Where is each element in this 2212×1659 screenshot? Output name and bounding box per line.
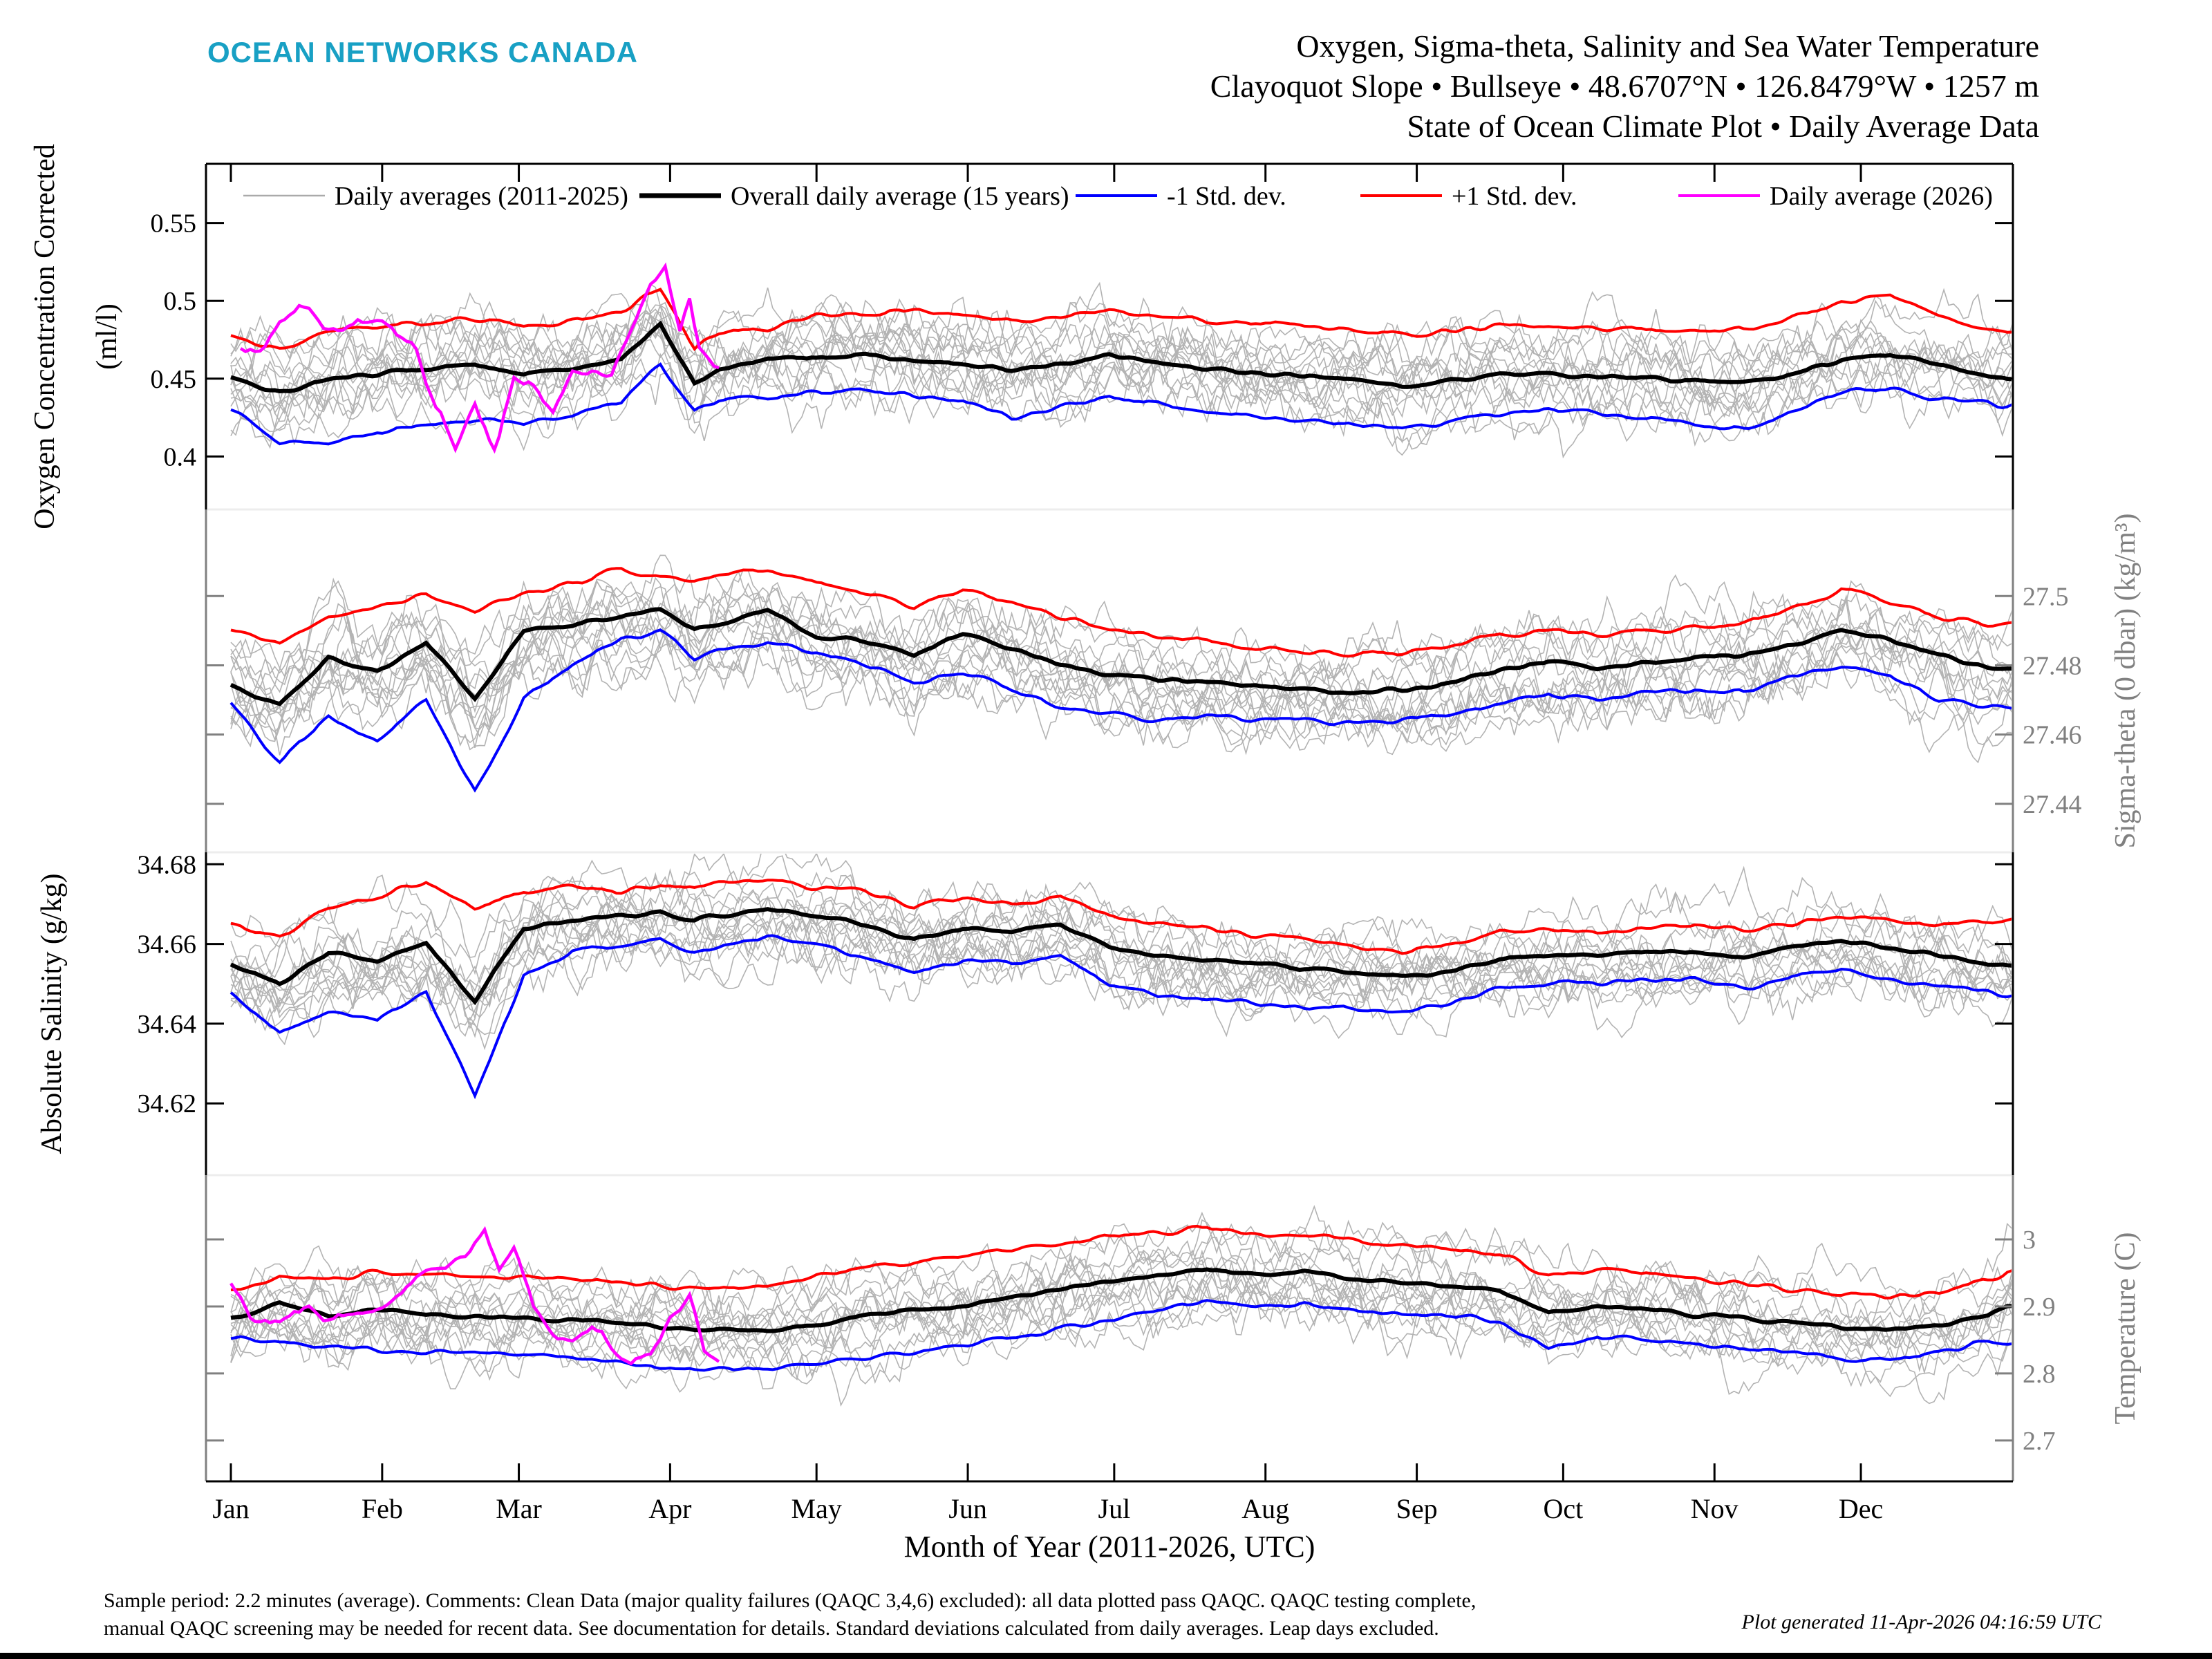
series-yearly-salinity bbox=[230, 899, 2012, 1011]
series-yearly-temperature bbox=[230, 1235, 2012, 1350]
title-line-1: Oxygen, Sigma-theta, Salinity and Sea Wa… bbox=[1296, 28, 2039, 64]
plot-title: Oxygen, Sigma-theta, Salinity and Sea Wa… bbox=[1210, 26, 2039, 147]
y-tick-label-temperature: 2.7 bbox=[2023, 1427, 2056, 1456]
panel-temperature bbox=[229, 1205, 2012, 1407]
axis-label-sigma-theta: Sigma-theta (0 dbar) (kg/m³) bbox=[2110, 514, 2141, 849]
footer-line-2: manual QAQC screening may be needed for … bbox=[104, 1617, 1439, 1640]
series-yearly-sigma-theta bbox=[230, 594, 2012, 756]
month-label: Jun bbox=[948, 1493, 987, 1524]
y-tick-label-oxygen: 0.5 bbox=[164, 287, 197, 316]
y-tick-label-sigma-theta: 27.48 bbox=[2023, 651, 2082, 680]
legend-label: -1 Std. dev. bbox=[1167, 182, 1286, 211]
series-yearly-temperature bbox=[230, 1219, 2012, 1346]
series-plus1-salinity bbox=[230, 879, 2012, 955]
series-yearly-temperature bbox=[230, 1241, 2012, 1375]
series-yearly-oxygen bbox=[230, 297, 2012, 403]
legend-label: +1 Std. dev. bbox=[1452, 182, 1577, 211]
month-label: Dec bbox=[1839, 1493, 1883, 1524]
series-plus1-oxygen bbox=[230, 288, 2012, 351]
axis-label-temperature: Temperature (C) bbox=[2110, 1232, 2141, 1424]
series-yearly-sigma-theta bbox=[230, 577, 2012, 703]
y-tick-label-sigma-theta: 27.46 bbox=[2023, 721, 2082, 750]
legend-label: Overall daily average (15 years) bbox=[731, 182, 1069, 211]
month-label: Sep bbox=[1396, 1493, 1438, 1524]
series-minus1-sigma-theta bbox=[229, 628, 2012, 793]
axis-label-salinity: Absolute Salinity (g/kg) bbox=[36, 874, 68, 1154]
series-yearly-temperature bbox=[230, 1277, 2012, 1373]
month-label: Oct bbox=[1543, 1493, 1583, 1524]
series-yearly-oxygen bbox=[230, 301, 2012, 415]
series-mean-salinity bbox=[229, 907, 2012, 1006]
month-label: Feb bbox=[362, 1493, 403, 1524]
month-label: Mar bbox=[496, 1493, 542, 1524]
series-yearly-sigma-theta bbox=[230, 583, 2012, 744]
series-plus1-temperature bbox=[230, 1224, 2012, 1300]
y-tick-label-temperature: 3 bbox=[2023, 1226, 2036, 1255]
title-line-2: Clayoquot Slope • Bullseye • 48.6707°N •… bbox=[1210, 68, 2039, 104]
month-label: Jan bbox=[212, 1493, 249, 1524]
series-minus1-oxygen bbox=[230, 362, 2012, 446]
month-label: May bbox=[791, 1493, 842, 1524]
y-tick-label-temperature: 2.9 bbox=[2023, 1293, 2056, 1322]
series-yearly-temperature bbox=[230, 1260, 2012, 1365]
series-yearly-sigma-theta bbox=[230, 606, 2012, 756]
series-yearly-salinity bbox=[230, 855, 1783, 990]
series-current2026-oxygen bbox=[239, 262, 720, 454]
panel-oxygen bbox=[230, 262, 2012, 459]
series-mean-sigma-theta bbox=[229, 607, 2012, 706]
generated-timestamp: Plot generated 11-Apr-2026 04:16:59 UTC bbox=[1741, 1611, 2101, 1633]
axis-label-oxygen: Oxygen Concentration Corrected bbox=[29, 144, 61, 529]
axis-unit-oxygen: (ml/l) bbox=[91, 303, 123, 370]
series-current2026-temperature bbox=[229, 1226, 720, 1366]
series-mean-oxygen bbox=[230, 320, 2012, 394]
panel-salinity bbox=[229, 854, 2012, 1100]
y-tick-label-oxygen: 0.55 bbox=[151, 209, 197, 238]
legend-label: Daily averages (2011-2025) bbox=[335, 182, 628, 211]
series-yearly-temperature bbox=[230, 1273, 2012, 1398]
series-yearly-temperature bbox=[230, 1211, 1783, 1326]
y-tick-label-salinity: 34.62 bbox=[138, 1089, 197, 1118]
series-yearly-salinity bbox=[230, 915, 2012, 1039]
series-yearly-oxygen bbox=[230, 288, 2012, 411]
month-label: Apr bbox=[648, 1493, 691, 1524]
y-tick-label-salinity: 34.66 bbox=[138, 930, 197, 959]
series-minus1-salinity bbox=[229, 934, 2012, 1100]
y-tick-label-sigma-theta: 27.5 bbox=[2023, 582, 2069, 611]
bottom-border bbox=[0, 1653, 2212, 1659]
x-axis-label: Month of Year (2011-2026, UTC) bbox=[903, 1530, 1315, 1564]
series-yearly-temperature bbox=[230, 1241, 2012, 1368]
y-tick-label-salinity: 34.68 bbox=[138, 850, 197, 879]
series-yearly-salinity bbox=[230, 868, 2012, 1004]
series-yearly-oxygen bbox=[230, 322, 2012, 417]
series-yearly-sigma-theta bbox=[230, 611, 2012, 748]
month-label: Aug bbox=[1241, 1493, 1289, 1524]
series-minus1-temperature bbox=[230, 1299, 2012, 1372]
onc-logo: OCEAN NETWORKS CANADA bbox=[207, 36, 638, 68]
legend-label: Daily average (2026) bbox=[1770, 182, 1993, 211]
series-mean-temperature bbox=[230, 1267, 2012, 1333]
series-yearly-salinity bbox=[230, 887, 2012, 1008]
title-line-3: State of Ocean Climate Plot • Daily Aver… bbox=[1407, 109, 2039, 144]
footer-comments: Sample period: 2.2 minutes (average). Co… bbox=[104, 1587, 1476, 1642]
month-label: Nov bbox=[1691, 1493, 1738, 1524]
y-tick-label-temperature: 2.8 bbox=[2023, 1360, 2056, 1389]
series-plus1-sigma-theta bbox=[230, 567, 2012, 658]
y-tick-label-sigma-theta: 27.44 bbox=[2023, 790, 2082, 819]
series-yearly-salinity bbox=[230, 913, 1461, 1013]
month-label: Jul bbox=[1098, 1493, 1131, 1524]
series-yearly-temperature bbox=[230, 1262, 1461, 1377]
y-tick-label-oxygen: 0.4 bbox=[164, 442, 197, 471]
footer-line-1: Sample period: 2.2 minutes (average). Co… bbox=[104, 1589, 1477, 1612]
series-yearly-oxygen bbox=[230, 301, 1783, 408]
series-yearly-salinity bbox=[230, 854, 2012, 971]
panel-sigma-theta bbox=[229, 554, 2012, 793]
y-tick-label-oxygen: 0.45 bbox=[151, 365, 197, 394]
series-yearly-oxygen bbox=[230, 317, 2012, 433]
y-tick-label-salinity: 34.64 bbox=[138, 1010, 197, 1039]
series-yearly-salinity bbox=[230, 918, 2012, 1038]
